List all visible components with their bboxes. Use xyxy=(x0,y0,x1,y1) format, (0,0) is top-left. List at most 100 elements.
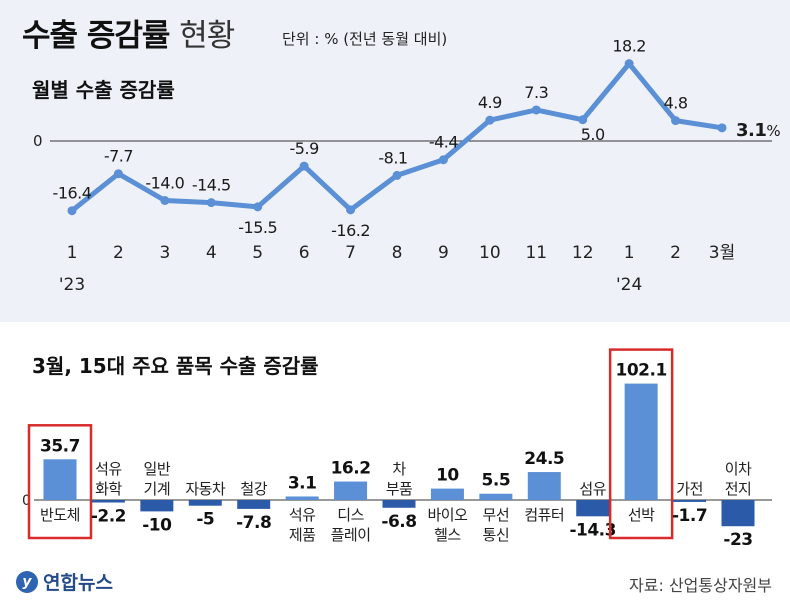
data-label: -4.4 xyxy=(429,133,459,152)
bar xyxy=(479,493,513,500)
bar xyxy=(91,500,125,503)
bar xyxy=(576,500,610,517)
data-point xyxy=(578,115,588,125)
unit-note: 단위 : % (전년 동월 대비) xyxy=(282,30,448,48)
bar xyxy=(188,500,222,506)
data-label: -14.5 xyxy=(192,176,231,195)
category-label: 무선 xyxy=(483,506,510,524)
data-point xyxy=(67,206,77,216)
bar xyxy=(43,459,77,500)
yonhap-logo: y 연합뉴스 xyxy=(16,568,113,595)
bar xyxy=(721,500,755,527)
line-chart-subtitle: 월별 수출 증감률 xyxy=(32,78,175,102)
x-tick-label: 4 xyxy=(206,243,217,263)
data-point xyxy=(206,198,216,208)
category-label: 전지 xyxy=(725,480,752,498)
data-point xyxy=(485,115,495,125)
data-label: 7.3 xyxy=(524,83,548,102)
data-label: -8.1 xyxy=(378,148,407,167)
logo-text: 연합뉴스 xyxy=(43,572,113,594)
page-title: 수출 증감률 현황 xyxy=(22,10,235,55)
data-point xyxy=(160,196,170,205)
x-tick-label: 5 xyxy=(252,243,263,263)
data-point xyxy=(624,59,634,69)
bar xyxy=(334,481,368,500)
category-label: 기계 xyxy=(144,480,171,498)
data-point xyxy=(438,155,448,165)
bar-value-label: 10 xyxy=(436,466,459,486)
category-label: 석유 xyxy=(289,506,316,524)
bar-value-label: -23 xyxy=(723,530,752,550)
x-tick-label: 12 xyxy=(572,243,594,263)
data-point xyxy=(531,105,541,115)
data-point xyxy=(346,205,356,215)
bar-value-label: -1.7 xyxy=(672,506,707,526)
x-tick-label: 3월 xyxy=(709,243,735,263)
year-label: '23 xyxy=(59,275,85,295)
x-tick-label: 6 xyxy=(299,243,310,263)
x-tick-label: 1 xyxy=(67,243,78,263)
highlight-box xyxy=(27,424,93,540)
year-label: '24 xyxy=(616,275,642,295)
data-label: 5.0 xyxy=(581,125,605,144)
data-point xyxy=(299,161,309,171)
bar-value-label: -6.8 xyxy=(381,512,416,532)
category-label: 디스 xyxy=(337,506,364,524)
bar xyxy=(382,500,416,508)
data-label: -15.5 xyxy=(238,218,277,237)
bar-value-label: 35.7 xyxy=(40,436,80,456)
bar-value-label: -2.2 xyxy=(91,507,126,527)
bar-chart-subtitle: 3월, 15대 주요 품목 수출 증감률 xyxy=(32,354,319,378)
bar-value-label: 5.5 xyxy=(482,471,511,491)
category-label: 통신 xyxy=(483,526,510,544)
category-label: 석유 xyxy=(95,460,122,478)
category-label: 부품 xyxy=(386,480,413,498)
x-tick-label: 10 xyxy=(479,243,501,263)
x-tick-label: 1 xyxy=(624,243,635,263)
category-label: 반도체 xyxy=(40,506,80,524)
x-tick-label: 2 xyxy=(113,243,124,263)
category-label: 선박 xyxy=(628,506,655,524)
bar-value-label: -7.8 xyxy=(236,513,271,533)
data-point xyxy=(253,202,263,212)
category-label: 제품 xyxy=(289,526,316,544)
line-chart-panel xyxy=(0,0,790,322)
title-light: 현황 xyxy=(179,18,235,54)
bar-value-label: 16.2 xyxy=(331,459,371,479)
data-label: 18.2 xyxy=(612,37,646,56)
category-label: 플레이 xyxy=(331,526,371,544)
data-label: 3.1% xyxy=(736,120,780,141)
bar-value-label: -10 xyxy=(142,515,172,535)
bar xyxy=(430,488,464,500)
category-label: 가전 xyxy=(676,480,703,498)
category-label: 철강 xyxy=(240,480,267,498)
category-label: 헬스 xyxy=(434,526,461,544)
logo-icon: y xyxy=(16,570,38,593)
bar-value-label: 3.1 xyxy=(288,473,317,493)
zero-axis-label: 0 xyxy=(33,132,43,150)
category-label: 일반 xyxy=(144,460,171,478)
source-note: 자료: 산업통상자원부 xyxy=(629,576,772,595)
line-chart: 0 -16.4 -7.7 -14.0 -14.5 -15.5 -5.9 -16.2 -8.1 -4… xyxy=(33,37,781,295)
category-label: 섬유 xyxy=(579,480,606,498)
data-point xyxy=(671,116,681,126)
data-label: -5.9 xyxy=(290,139,320,158)
x-tick-label: 11 xyxy=(525,243,547,263)
bar-value-label: 24.5 xyxy=(524,449,564,469)
bar-value-label: -14.3 xyxy=(569,520,616,540)
data-label: 4.8 xyxy=(664,94,688,113)
zero-axis-label: 0 xyxy=(22,493,31,509)
data-point xyxy=(717,123,727,133)
category-label: 컴퓨터 xyxy=(524,506,564,524)
bar xyxy=(673,500,707,502)
x-tick-label: 7 xyxy=(345,243,356,263)
highlight-box xyxy=(608,348,674,540)
bar xyxy=(527,472,561,500)
category-label: 화학 xyxy=(95,480,122,498)
bar xyxy=(285,496,319,500)
data-point xyxy=(113,169,123,179)
data-label: -7.7 xyxy=(104,147,133,166)
data-point xyxy=(392,170,402,180)
bar-value-label: -5 xyxy=(196,510,214,530)
bar-chart-panel xyxy=(0,330,790,610)
